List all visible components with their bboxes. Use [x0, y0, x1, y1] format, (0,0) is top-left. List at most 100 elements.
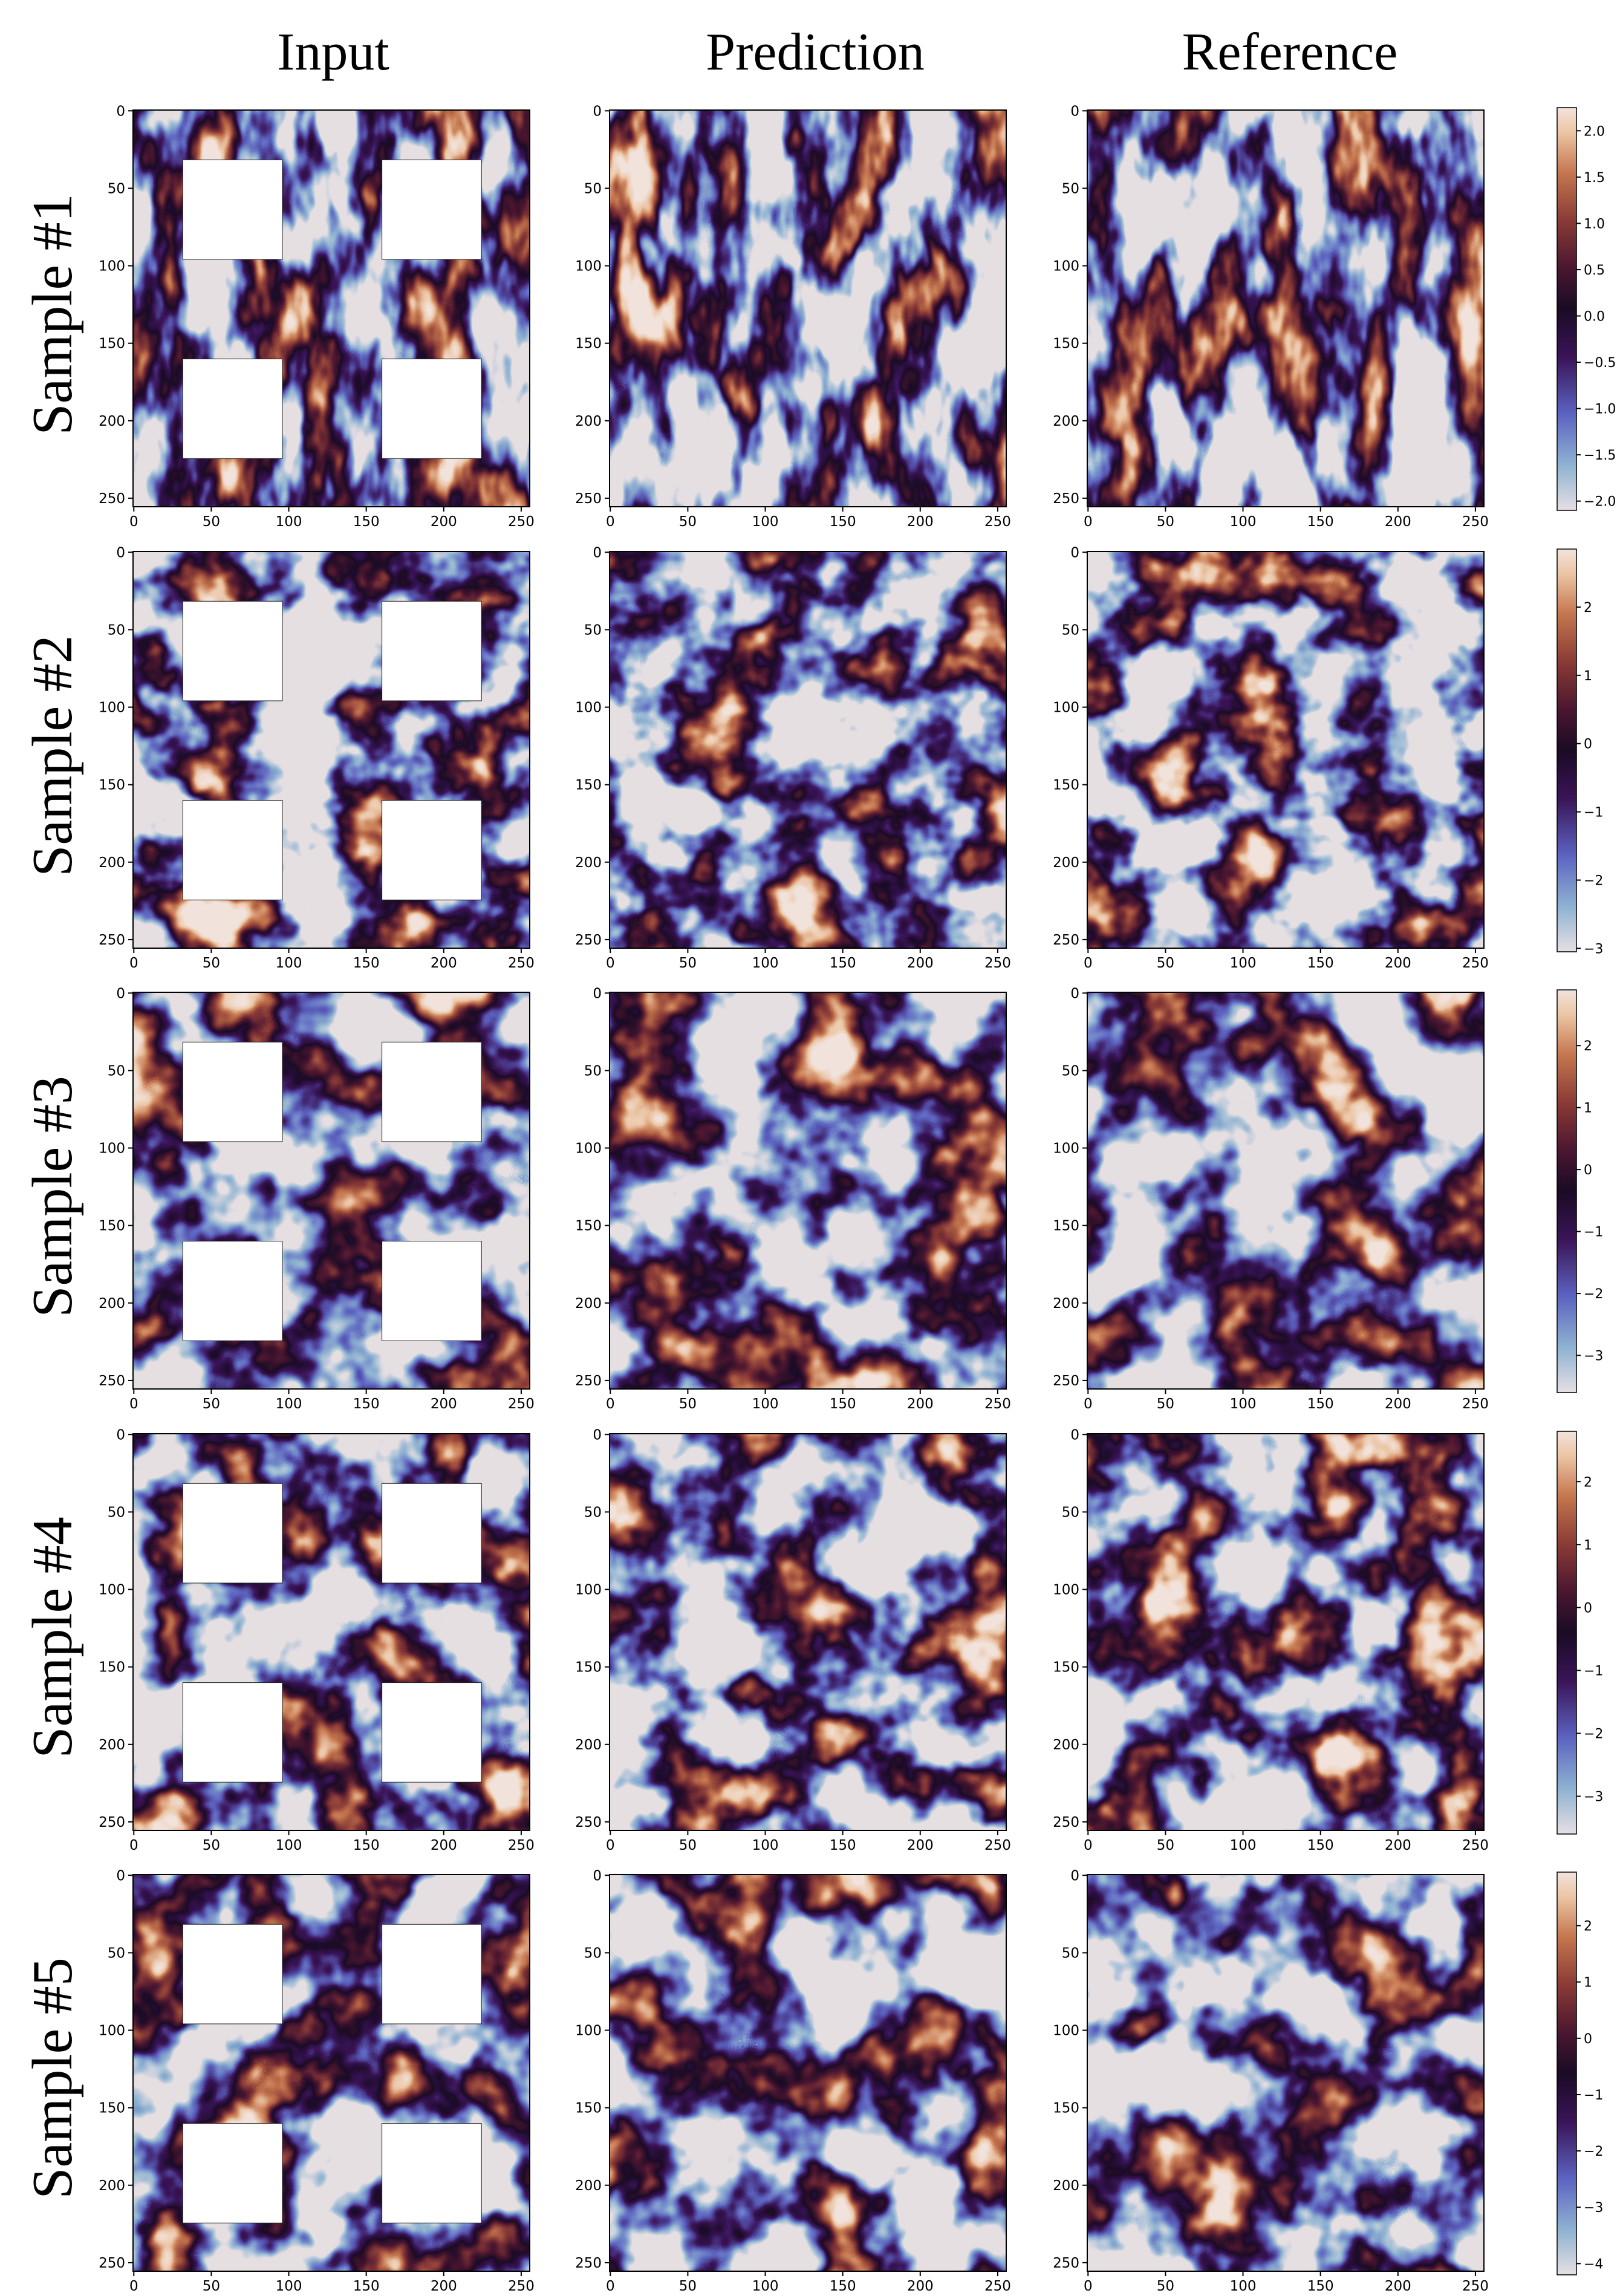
colorbar-gradient [1557, 548, 1577, 952]
colorbars-layer: 2.0 1.5 1.0 0.5 0.0 −0.5 −1.0 −1.5 −2.0 2 1 0 −1 −2 −3… [1557, 107, 1616, 2275]
x-tick-label: 200 [1385, 1396, 1411, 1412]
x-tick-label: 250 [508, 514, 535, 530]
vorticity-field [1087, 1434, 1484, 1830]
y-tick-label: 100 [1053, 700, 1079, 716]
input-mask-2 [382, 600, 482, 701]
x-tick-label: 100 [1230, 514, 1257, 530]
y-tick-label: 0 [116, 986, 125, 1001]
vorticity-field [610, 551, 1006, 948]
x-tick-label: 50 [203, 1396, 220, 1412]
y-tick-label: 150 [1053, 2101, 1079, 2116]
x-tick-label: 250 [1462, 1838, 1489, 1853]
y-tick-label: 100 [575, 259, 602, 275]
colorbar-tick-label: 2 [1584, 1919, 1592, 1934]
x-tick-label: 200 [907, 955, 934, 971]
y-tick-label: 50 [1062, 1945, 1079, 1961]
vorticity-field [1087, 110, 1484, 507]
input-mask-4 [382, 800, 482, 900]
input-mask-2 [382, 159, 482, 260]
y-tick-label: 250 [575, 1815, 602, 1830]
input-mask-3 [182, 359, 283, 459]
y-tick-label: 50 [584, 622, 602, 638]
colorbar-tick-label: −1 [1584, 1663, 1603, 1679]
panels-layer: 0 50 100 150 200 250 0 50 100 150 200 250 0 50 100 150 2… [99, 103, 1489, 2294]
x-tick-label: 0 [129, 1396, 138, 1412]
colorbar-tick-label: −1.5 [1584, 448, 1616, 463]
y-tick-label: 250 [1053, 932, 1079, 948]
input-mask-3 [182, 1241, 283, 1341]
y-tick-label: 100 [1053, 1582, 1079, 1598]
row-title-sample-5: Sample #5 [21, 1957, 84, 2199]
x-tick-label: 150 [1307, 955, 1334, 971]
input-mask-1 [182, 1924, 283, 2024]
colorbar-tick-label: 0 [1584, 1163, 1592, 1178]
y-tick-label: 250 [99, 932, 125, 948]
x-tick-label: 100 [1230, 1838, 1257, 1853]
colorbar-tick-label: 2.0 [1584, 124, 1605, 139]
input-mask-2 [382, 1041, 482, 1142]
colorbar-tick-label: −2 [1584, 1287, 1603, 1302]
colorbar-sample-1: 2.0 1.5 1.0 0.5 0.0 −0.5 −1.0 −1.5 −2.0 [1557, 107, 1616, 511]
x-tick-label: 250 [508, 1396, 535, 1412]
y-tick-label: 0 [1070, 986, 1079, 1001]
x-tick-label: 200 [907, 1396, 934, 1412]
x-tick-label: 0 [1084, 1838, 1093, 1853]
x-tick-label: 0 [606, 514, 615, 530]
input-mask-3 [182, 800, 283, 900]
column-title-input: Input [277, 23, 389, 82]
y-tick-label: 150 [1053, 1660, 1079, 1676]
y-tick-label: 50 [584, 1504, 602, 1520]
vorticity-field [610, 1434, 1006, 1830]
y-tick-label: 0 [116, 103, 125, 119]
colorbar-tick-label: −2 [1584, 2144, 1603, 2159]
colorbar-tick-label: 1 [1584, 669, 1592, 684]
x-tick-label: 0 [1084, 2278, 1093, 2294]
x-tick-label: 200 [431, 2278, 457, 2294]
colorbar-tick-label: −1 [1584, 2088, 1603, 2103]
x-tick-label: 150 [830, 1396, 856, 1412]
colorbar-tick-label: 2 [1584, 600, 1592, 616]
x-tick-label: 50 [679, 1396, 697, 1412]
colorbar-tick-label: −2 [1584, 1727, 1603, 1742]
x-tick-label: 0 [606, 955, 615, 971]
x-tick-label: 150 [353, 514, 380, 530]
colorbar-tick-label: 0 [1584, 2032, 1592, 2047]
y-tick-label: 50 [584, 1063, 602, 1079]
x-tick-label: 250 [984, 2278, 1011, 2294]
x-tick-label: 50 [1157, 514, 1174, 530]
x-tick-label: 50 [203, 514, 220, 530]
y-tick-label: 50 [1062, 1504, 1079, 1520]
x-tick-label: 150 [1307, 2278, 1334, 2294]
axes-frame [609, 551, 1007, 949]
y-tick-label: 50 [108, 1063, 125, 1079]
y-tick-label: 200 [1053, 855, 1079, 871]
x-tick-label: 100 [276, 1838, 302, 1853]
x-tick-label: 50 [203, 955, 220, 971]
axes-frame [1087, 109, 1485, 507]
colorbar-gradient [1557, 1431, 1577, 1835]
colorbar-tick-label: −4 [1584, 2257, 1603, 2272]
x-tick-label: 150 [1307, 514, 1334, 530]
x-tick-label: 200 [1385, 955, 1411, 971]
y-tick-label: 250 [99, 1815, 125, 1830]
y-tick-label: 50 [108, 1504, 125, 1520]
x-tick-label: 0 [1084, 514, 1093, 530]
x-tick-label: 50 [679, 1838, 697, 1853]
x-tick-label: 250 [508, 1838, 535, 1853]
x-tick-label: 0 [1084, 955, 1093, 971]
colorbar-tick-label: −1 [1584, 1225, 1603, 1240]
x-tick-label: 200 [431, 514, 457, 530]
x-tick-label: 100 [276, 955, 302, 971]
x-tick-label: 0 [129, 514, 138, 530]
y-tick-label: 100 [99, 259, 125, 275]
x-tick-label: 200 [431, 1838, 457, 1853]
y-tick-label: 50 [584, 181, 602, 197]
y-tick-label: 0 [593, 1868, 602, 1884]
x-tick-label: 100 [1230, 2278, 1257, 2294]
input-mask-1 [182, 159, 283, 260]
y-tick-label: 0 [593, 1427, 602, 1443]
x-tick-label: 150 [353, 1396, 380, 1412]
